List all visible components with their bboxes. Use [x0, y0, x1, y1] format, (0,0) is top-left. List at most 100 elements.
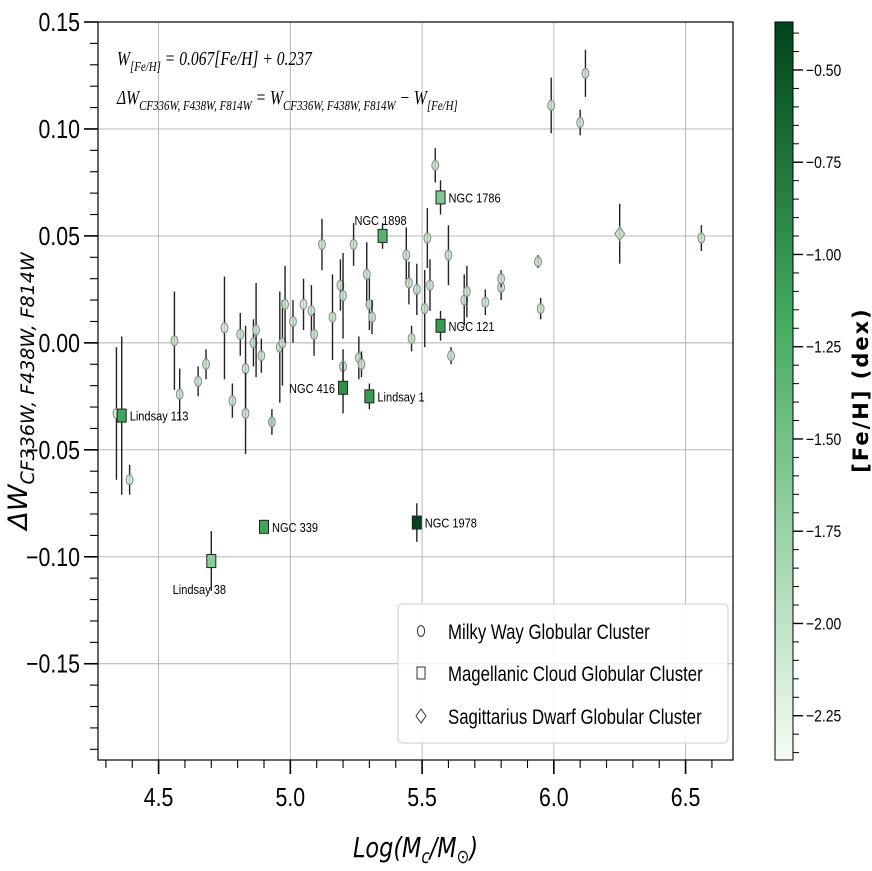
data-point-circle: [534, 256, 542, 268]
data-point-circle: [339, 290, 347, 302]
colorbar-title-text: [Fe/H] (dex): [849, 307, 872, 473]
data-point-square: [338, 380, 349, 395]
data-point-circle: [228, 395, 237, 407]
data-point-circle: [202, 358, 210, 370]
data-point-circle: [349, 238, 358, 250]
data-point-circle: [368, 311, 376, 323]
x-axis-title: Log(Mc/M⊙): [353, 830, 478, 868]
data-point-square: [411, 515, 422, 530]
data-point-circle: [336, 279, 345, 291]
data-point-circle: [220, 322, 229, 334]
data-point-circle: [423, 232, 432, 244]
cluster-label: NGC 416: [289, 381, 335, 396]
data-point-square: [435, 318, 446, 333]
legend-label: Magellanic Cloud Globular Cluster: [448, 663, 703, 686]
colorbar-tick-label: −0.50: [806, 62, 842, 81]
colorbar-gradient: [774, 21, 794, 761]
x-tick-label: 6.0: [539, 783, 569, 813]
data-point-circle: [407, 333, 416, 345]
y-axis-title: ΔWCF336W, F438W, F814W: [3, 251, 39, 532]
legend-label: Milky Way Globular Cluster: [448, 621, 650, 644]
colorbar-tick-label: −1.25: [806, 339, 841, 358]
colorbar-tick-label: −1.00: [806, 246, 842, 265]
legend-diamond-icon: [415, 708, 427, 724]
data-point-circle: [365, 298, 374, 310]
colorbar-tick-label: −1.50: [806, 431, 842, 450]
data-point-circle: [420, 303, 429, 315]
data-point-circle: [278, 337, 287, 349]
cluster-label: NGC 1786: [449, 191, 501, 206]
legend: Milky Way Globular Cluster Magellanic Clo…: [397, 603, 729, 744]
cluster-label: Lindsay 113: [130, 409, 189, 424]
x-tick-label: 4.5: [144, 783, 174, 813]
cluster-label: NGC 121: [449, 319, 495, 334]
y-tick-label: 0.05: [39, 222, 80, 252]
data-point-circle: [268, 416, 276, 428]
data-point-circle: [281, 298, 289, 310]
colorbar: −0.50 −0.75 −1.00 −1.25 −1.50 −1.75 −2.00 −2.25…: [774, 21, 872, 761]
x-tick-label: 5.0: [276, 783, 306, 813]
y-tick-label: 0.10: [39, 115, 80, 145]
data-point-circle: [249, 337, 258, 349]
data-point-circle: [236, 328, 245, 340]
data-point-circle: [252, 324, 260, 336]
data-point-circle: [536, 303, 545, 315]
data-point-circle: [412, 283, 421, 295]
data-point-circle: [194, 375, 203, 387]
data-point-circle: [402, 249, 411, 261]
colorbar-tick-label: −1.75: [806, 523, 841, 542]
cluster-label: Lindsay 1: [377, 389, 425, 404]
data-point-circle: [310, 328, 318, 340]
data-point-circle: [328, 311, 337, 323]
data-point-square: [435, 190, 446, 205]
data-point-circle: [444, 249, 453, 261]
data-point-circle: [497, 273, 506, 285]
formula-line: ΔWCF336W, F438W, F814W = WCF336W, F438W,…: [116, 86, 458, 113]
y-tick-label: 0.00: [39, 329, 80, 359]
cluster-label: NGC 339: [272, 520, 318, 535]
data-point-diamond: [614, 225, 626, 242]
data-point-circle: [547, 99, 556, 111]
data-point-square: [206, 554, 217, 569]
formula-line: W[Fe/H] = 0.067[Fe/H] + 0.237: [117, 47, 313, 74]
data-point-circle: [431, 159, 440, 171]
legend-square-icon: [416, 666, 426, 680]
x-tick-label: 6.5: [671, 783, 701, 813]
plot-frame: [97, 21, 734, 761]
cluster-label: NGC 1978: [425, 516, 477, 531]
data-point-circle: [362, 268, 371, 280]
colorbar-tick-label: −2.25: [806, 708, 841, 727]
axes: 4.5 5.0 5.5 6.0 6.5 0.15 0.10 0.05 0.00 −0.05 −0.1…: [3, 8, 734, 869]
legend-circle-icon: [416, 625, 426, 637]
legend-box: [397, 603, 729, 744]
data-point-circle: [175, 388, 184, 400]
y-axis-title-text: ΔWCF336W, F438W, F814W: [3, 251, 39, 532]
data-point-square: [258, 519, 269, 534]
data-point-square: [377, 228, 388, 243]
data-point-circle: [405, 277, 413, 289]
data-point-circle: [125, 474, 134, 486]
cluster-label: NGC 1898: [354, 213, 406, 228]
colorbar-tick-label: −2.00: [806, 615, 842, 634]
data-point-circle: [481, 296, 490, 308]
data-point-square: [116, 408, 127, 423]
data-point-circle: [462, 286, 471, 298]
data-point-circle: [241, 407, 250, 419]
data-point-circle: [299, 298, 308, 310]
cluster-labels: Lindsay 113 Lindsay 38 NGC 339 NGC 416 Linds…: [130, 191, 501, 598]
data-point-circle: [170, 335, 179, 347]
data-point-circle: [697, 232, 706, 244]
formula-annotation: W[Fe/H] = 0.067[Fe/H] + 0.237 ΔWCF336W, F…: [116, 47, 458, 113]
data-point-circle: [257, 350, 266, 362]
data-point-circle: [447, 350, 455, 362]
colorbar-tick-label: −0.75: [806, 154, 841, 173]
data-point-circle: [426, 279, 434, 291]
data-point-circle: [357, 358, 366, 370]
data-point-circle: [318, 238, 326, 250]
data-point-square: [364, 389, 375, 404]
y-tick-label: 0.15: [39, 8, 80, 38]
data-markers: [112, 49, 706, 592]
data-point-circle: [581, 67, 590, 79]
data-point-circle: [289, 315, 297, 327]
